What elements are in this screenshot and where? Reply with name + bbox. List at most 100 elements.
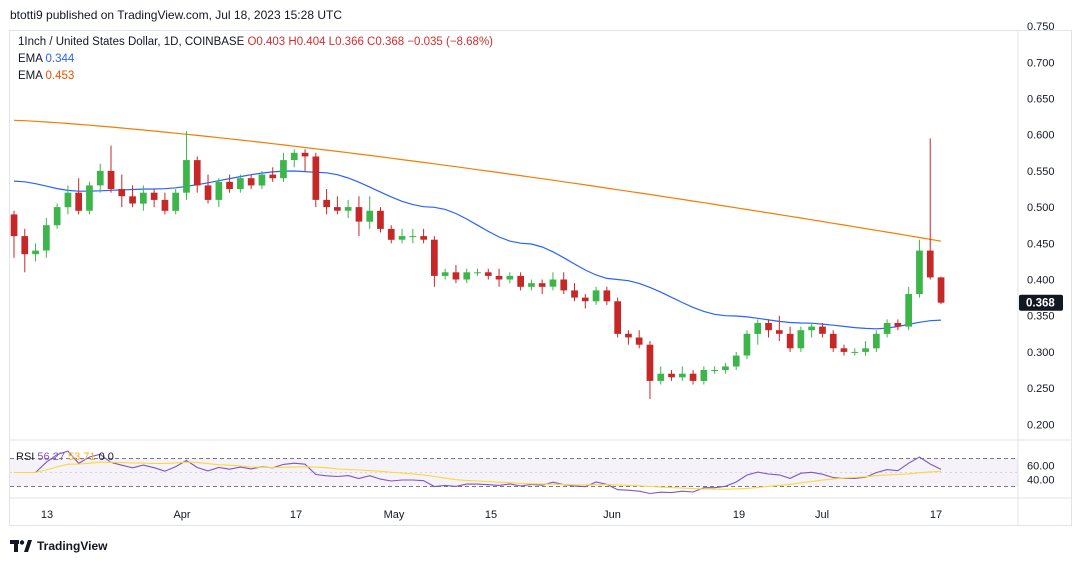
rsi-extra-2: 0 [107,451,114,463]
candle-body [517,275,524,287]
candle-body [786,333,794,349]
candle-body [937,277,945,303]
candle-body [829,333,837,349]
candle-body [387,228,395,240]
candle-body [808,326,815,331]
candle-body [797,330,805,349]
candle-body [581,297,589,302]
candle-body [603,290,611,302]
symbol-name: 1Inch / United States Dollar, 1D, COINBA… [18,36,245,48]
candle-body [204,185,212,200]
y-tick-label: 0.650 [1027,94,1055,106]
candle-body [409,236,417,238]
ema-slow-value: 0.453 [45,70,75,82]
candle-body [161,199,169,211]
footer-brand: TradingView [37,539,108,553]
candle-body [646,344,654,381]
candle-body [689,373,697,381]
candle-body [366,210,374,222]
y-tick-label: 0.250 [1027,383,1055,395]
candle-body [431,239,438,276]
candle-body [635,337,643,345]
ema-fast-label: EMA [18,53,43,65]
y-tick-label: 0.600 [1027,130,1055,142]
x-tick-label: 15 [485,509,497,521]
ema-fast-line [13,170,942,330]
y-tick-label: 0.500 [1027,202,1055,214]
candle-body [926,250,934,278]
publisher-text: btotti9 published on TradingView.com, Ju… [10,8,342,22]
x-tick-label: 17 [930,509,942,521]
candle-body [75,192,82,211]
candle-body [43,225,50,251]
candle-body [10,214,18,237]
candle-body [484,272,492,276]
candle-body [883,323,891,334]
y-tick-label: 0.750 [1027,21,1055,33]
candle-body [107,170,115,189]
rsi-tick-label: 60.00 [1027,461,1055,473]
candle-body [754,323,762,334]
y-tick-label: 0.700 [1027,57,1055,69]
candle-body [528,283,535,287]
candle-body [851,351,859,353]
candle-body [549,279,557,287]
rsi-ma-line [14,461,942,490]
y-tick-label: 0.550 [1027,166,1055,178]
candle-body [657,373,665,381]
ema-fast-value: 0.344 [45,53,75,65]
y-tick-label: 0.350 [1027,311,1055,323]
candle-body [64,192,72,208]
candle-body [840,348,848,352]
candle-body [323,199,330,208]
candle-body [614,301,621,334]
candle-body [290,152,298,160]
x-tick-label: 13 [41,509,53,521]
candle-body [732,355,740,367]
candle-body [592,290,600,302]
candle-body [86,185,93,211]
candle-body [862,348,869,352]
x-tick-label: Jun [603,509,621,521]
candle-body [743,333,751,356]
x-tick-label: 19 [733,509,745,521]
candle-body [183,160,190,193]
ema-fast-legend: EMA 0.344 [18,53,74,65]
candle-body [894,323,902,327]
candle-body [441,272,449,276]
y-tick-label: 0.450 [1027,238,1055,250]
tradingview-logo-icon [10,540,32,552]
rsi-tick-label: 40.00 [1027,475,1055,487]
tradingview-footer[interactable]: TradingView [10,539,107,553]
ema-slow-line [13,119,942,242]
candle-body [905,294,912,327]
candle-body [463,272,471,280]
rsi-legend: RSI 56.27 53.71 0 0 [16,451,114,463]
candle-body [506,275,514,280]
candle-body [538,283,546,287]
candle-body [215,181,223,200]
candle-body [193,160,201,186]
last-price-tag [1019,294,1063,311]
candle-body [495,275,503,280]
rsi-value: 56.27 [37,451,65,463]
candle-body [560,279,568,291]
candle-body [129,196,136,204]
candle-body [722,366,729,370]
candle-body [819,326,826,334]
candle-body [700,370,708,381]
candle-body [118,189,126,197]
candle-body [452,272,460,280]
candle-body [679,373,686,378]
chart-frame[interactable] [9,30,1072,526]
rsi-line [14,450,942,495]
candle-body [172,192,179,211]
candle-body [237,178,244,190]
symbol-legend: 1Inch / United States Dollar, 1D, COINBA… [18,36,493,48]
ohlc-values: O0.403 H0.404 L0.366 C0.368 −0.035 (−8.6… [247,36,493,48]
last-price-label: 0.368 [1026,298,1055,310]
publisher-bar: btotti9 published on TradingView.com, Ju… [0,0,1080,30]
candle-body [377,210,384,229]
rsi-label: RSI [16,451,35,463]
